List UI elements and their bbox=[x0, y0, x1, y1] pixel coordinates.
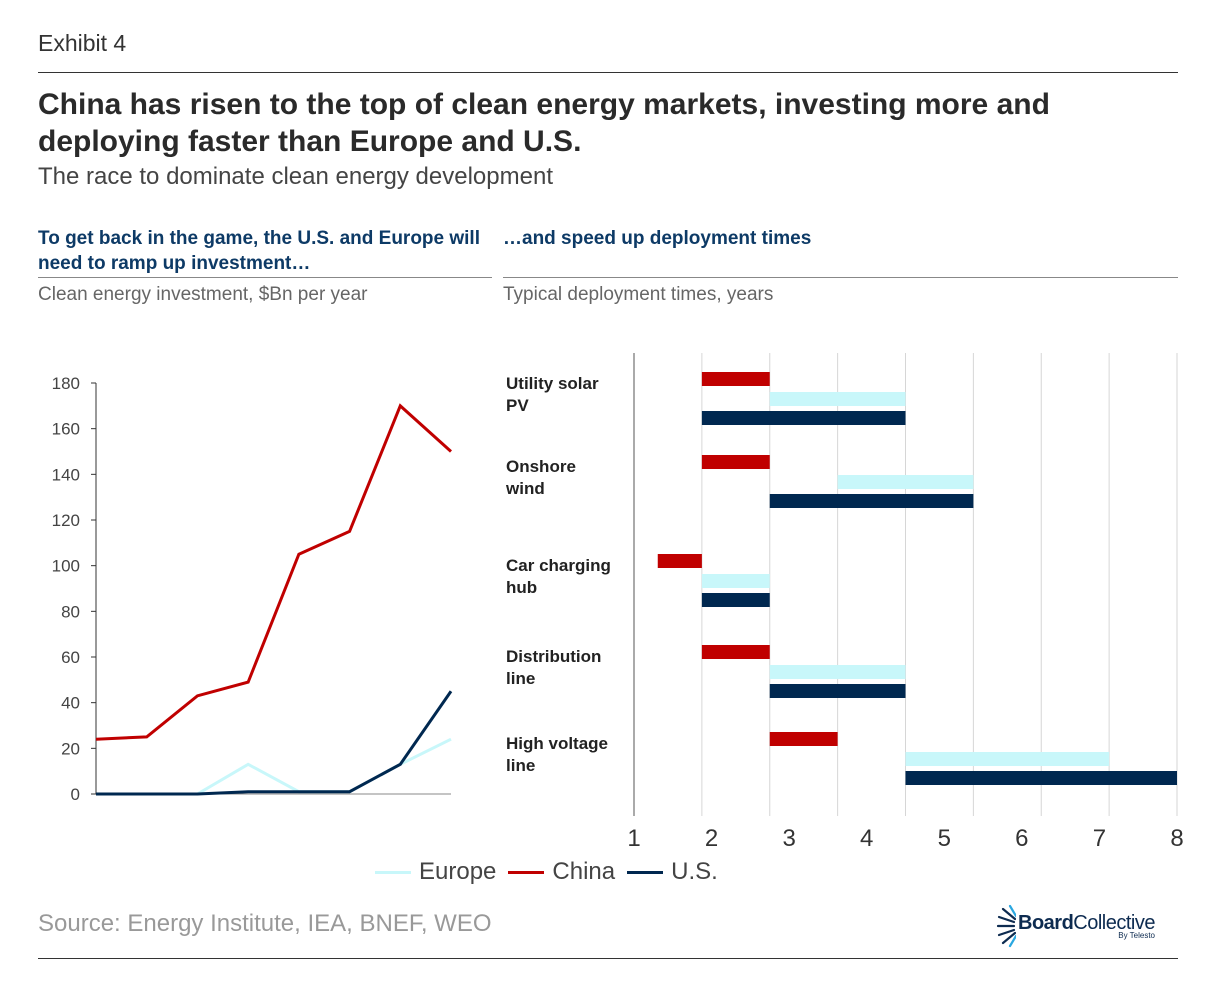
category-label: High voltage bbox=[506, 734, 608, 753]
legend-item: Europe bbox=[375, 858, 496, 886]
logo-byline: By Telesto bbox=[1118, 931, 1155, 940]
top-divider bbox=[38, 72, 1178, 73]
category-label: line bbox=[506, 669, 535, 688]
x-tick-label: 5 bbox=[938, 825, 951, 852]
category-label: hub bbox=[506, 578, 537, 597]
range-bar-europe bbox=[905, 752, 1110, 766]
y-tick-label: 100 bbox=[52, 557, 80, 576]
x-tick-label: 3 bbox=[782, 825, 795, 852]
range-bar-china bbox=[769, 732, 838, 746]
board-collective-logo: BoardCollective By Telesto bbox=[994, 904, 1155, 948]
right-panel-measure: Typical deployment times, years bbox=[503, 284, 774, 305]
legend-swatch bbox=[627, 870, 664, 874]
x-tick-label: 6 bbox=[1015, 825, 1028, 852]
legend-item: China bbox=[508, 858, 615, 886]
x-tick-label: 1 bbox=[627, 825, 640, 852]
range-bar-europe bbox=[769, 392, 906, 406]
range-bar-us bbox=[769, 494, 974, 508]
y-tick-label: 140 bbox=[52, 465, 80, 484]
range-bar-china bbox=[657, 554, 702, 568]
category-label: Distribution bbox=[506, 647, 601, 666]
range-bar-china bbox=[701, 645, 770, 659]
y-tick-label: 160 bbox=[52, 420, 80, 439]
right-panel-heading: …and speed up deployment times bbox=[503, 228, 812, 249]
y-tick-label: 40 bbox=[61, 694, 80, 713]
category-label: wind bbox=[505, 479, 545, 498]
series-line-china bbox=[95, 403, 453, 741]
range-bar-us bbox=[769, 684, 906, 698]
bottom-divider bbox=[38, 958, 1178, 959]
y-tick-label: 80 bbox=[61, 602, 80, 621]
logo-wordmark: BoardCollective bbox=[1018, 912, 1155, 934]
y-tick-label: 0 bbox=[71, 785, 80, 804]
left-panel-measure: Clean energy investment, $Bn per year bbox=[38, 284, 368, 305]
range-bar-us bbox=[701, 593, 770, 607]
x-tick-label: 2 bbox=[705, 825, 718, 852]
y-tick-label: 180 bbox=[52, 374, 80, 393]
page-title: China has risen to the top of clean ener… bbox=[38, 88, 1050, 158]
legend-label: Europe bbox=[419, 858, 497, 885]
range-bar-europe bbox=[769, 665, 906, 679]
deployment-range-chart: 1 2 3 4 5 6 7 8 Utility solar PV Onshore wind Car ch… bbox=[505, 353, 1184, 852]
category-label: Car charging bbox=[506, 556, 611, 575]
y-tick-label: 20 bbox=[61, 739, 80, 758]
legend-item: U.S. bbox=[627, 858, 718, 886]
logo-burst-icon bbox=[996, 904, 1016, 948]
range-bar-china bbox=[701, 372, 770, 386]
range-bar-us bbox=[701, 411, 906, 425]
category-label: Onshore bbox=[506, 457, 576, 476]
range-bar-europe bbox=[837, 475, 974, 489]
left-panel-heading: To get back in the game, the U.S. and Eu… bbox=[38, 228, 480, 274]
charts-canvas: 0 20 40 60 80 100 120 140 160 180 1 2 3 4 5 6 7 8 Utility… bbox=[52, 353, 1184, 852]
legend-swatch bbox=[375, 870, 411, 874]
page-subtitle: The race to dominate clean energy develo… bbox=[38, 163, 553, 190]
left-panel-divider bbox=[38, 277, 492, 278]
range-bar-europe bbox=[701, 574, 770, 588]
category-label: Utility solar bbox=[506, 374, 599, 393]
y-tick-label: 60 bbox=[61, 648, 80, 667]
source-note: Source: Energy Institute, IEA, BNEF, WEO bbox=[38, 910, 492, 937]
category-label: PV bbox=[506, 396, 529, 415]
range-bar-china bbox=[701, 455, 770, 469]
category-label: line bbox=[506, 756, 535, 775]
legend-swatch bbox=[508, 870, 545, 874]
legend: Europe China U.S. bbox=[375, 858, 722, 886]
x-tick-label: 8 bbox=[1170, 825, 1183, 852]
legend-label: China bbox=[552, 858, 616, 885]
investment-line-chart: 0 20 40 60 80 100 120 140 160 180 bbox=[52, 374, 453, 804]
series-line-us bbox=[96, 690, 453, 796]
range-bar-us bbox=[905, 771, 1177, 785]
x-tick-label: 4 bbox=[860, 825, 873, 852]
y-tick-label: 120 bbox=[52, 511, 80, 530]
right-panel-divider bbox=[503, 277, 1178, 278]
exhibit-label: Exhibit 4 bbox=[38, 30, 127, 56]
legend-label: U.S. bbox=[671, 858, 718, 885]
x-tick-label: 7 bbox=[1093, 825, 1106, 852]
